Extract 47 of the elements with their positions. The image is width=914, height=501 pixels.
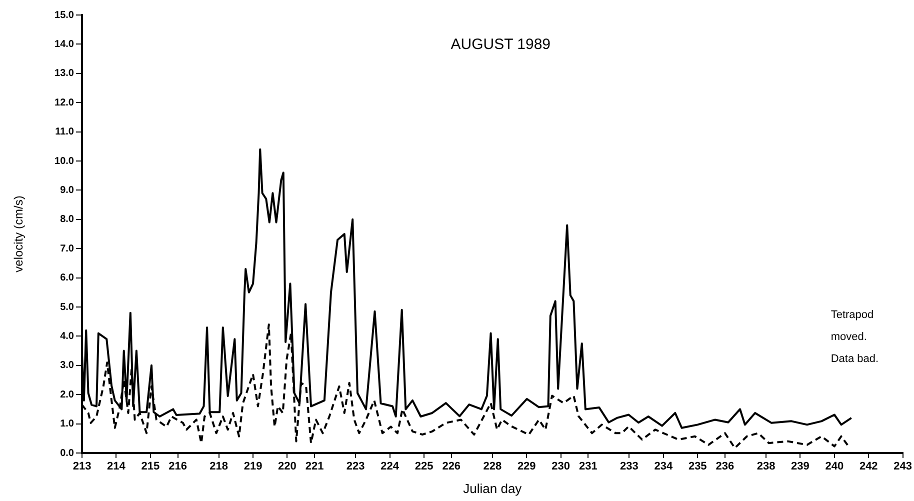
x-tick-label: 220: [278, 460, 296, 473]
y-tick-label: 12.0: [54, 97, 74, 108]
x-tick-label: 231: [578, 460, 598, 473]
x-tick-label: 224: [380, 460, 400, 473]
x-tick-label: 219: [244, 460, 262, 473]
y-tick-label: 3.0: [60, 360, 74, 372]
x-tick-label: 216: [168, 460, 187, 473]
x-tick-label: 230: [552, 460, 570, 473]
x-tick-label: 243: [894, 460, 912, 473]
y-tick-label: 8.0: [60, 214, 74, 226]
y-tick-label: 2.0: [60, 389, 74, 400]
y-tick-label: 9.0: [60, 184, 74, 196]
y-tick-label: 10.0: [54, 156, 74, 167]
x-axis-title: Julian day: [463, 480, 522, 496]
x-tick-label: 234: [654, 460, 674, 473]
x-tick-label: 228: [483, 460, 502, 473]
x-tick-label: 225: [414, 460, 434, 473]
text: AUGUST 1989: [450, 36, 551, 54]
y-tick-label: 0.0: [60, 448, 74, 459]
y-tick-label: 4.0: [60, 330, 74, 342]
x-tick-label: 240: [825, 460, 844, 473]
x-tick-label: 226: [442, 460, 461, 473]
annotation: moved.: [830, 331, 867, 344]
y-tick-label: 13.0: [54, 68, 74, 80]
y-tick-label: 6.0: [60, 272, 74, 284]
x-tick-label: 238: [756, 460, 776, 473]
x-tick-label: 233: [620, 460, 638, 473]
y-tick-label: 15.0: [54, 10, 74, 21]
y-tick-label: 14.0: [54, 38, 74, 50]
x-tick-label: 235: [688, 460, 707, 473]
x-tick-label: 239: [791, 460, 810, 473]
x-tick-label: 214: [107, 460, 126, 473]
y-tick-label: 11.0: [55, 126, 74, 138]
y-tick-label: 7.0: [60, 243, 74, 254]
y-tick-label: 1.0: [60, 418, 74, 430]
x-tick-label: 223: [346, 460, 365, 473]
x-tick-label: 236: [716, 460, 734, 473]
x-tick-label: 218: [210, 460, 228, 473]
x-tick-label: 229: [517, 460, 536, 473]
x-tick-label: 242: [859, 460, 878, 473]
y-axis-title: velocity (cm/s): [12, 196, 26, 272]
y-tick-label: 5.0: [60, 302, 74, 313]
x-tick-label: 221: [305, 460, 324, 473]
annotation: Tetrapod: [830, 309, 874, 322]
x-tick-label: 213: [72, 460, 92, 473]
annotation: Data bad.: [830, 353, 879, 366]
x-tick-label: 215: [141, 460, 160, 473]
